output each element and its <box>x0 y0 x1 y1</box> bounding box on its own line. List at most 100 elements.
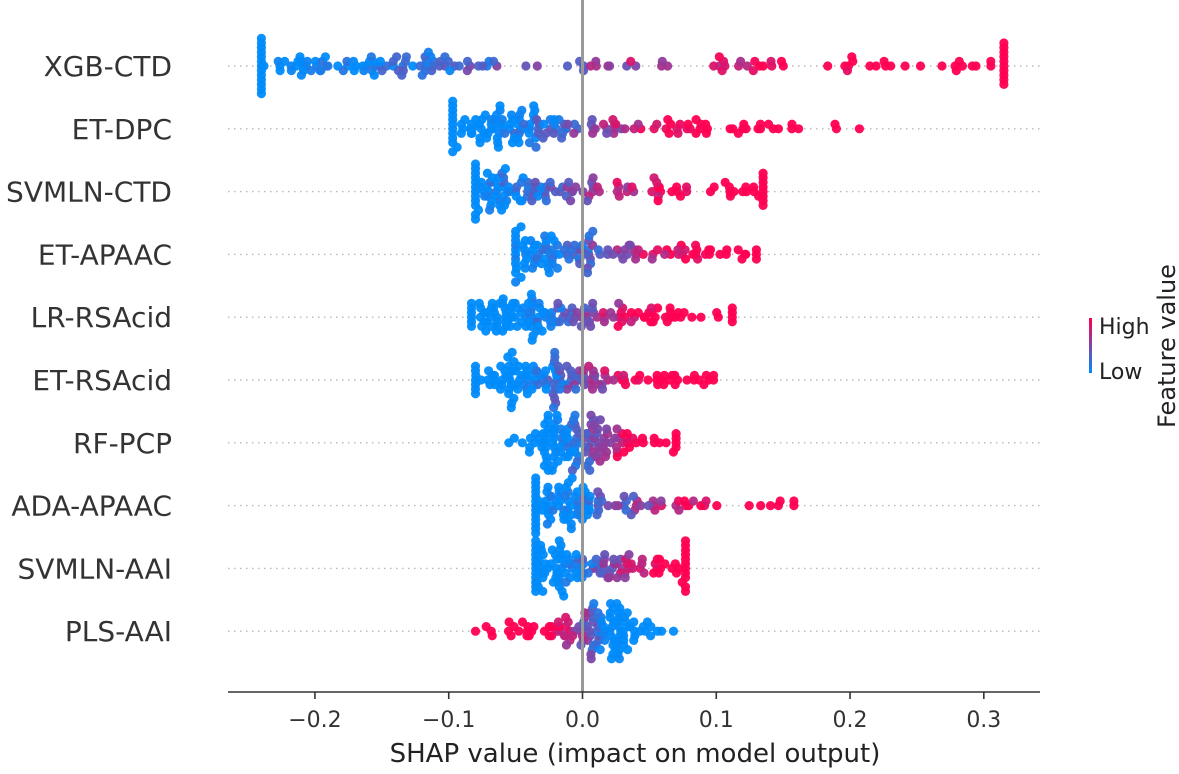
shap-point <box>592 182 603 192</box>
shap-point <box>593 608 603 618</box>
shap-point <box>597 384 608 394</box>
shap-point <box>462 56 473 66</box>
shap-point <box>696 312 706 322</box>
shap-point <box>915 61 926 71</box>
shap-point <box>971 61 981 71</box>
x-tick-label: −0.1 <box>422 708 475 733</box>
shap-point <box>538 505 548 515</box>
shap-point <box>520 236 530 246</box>
x-tick-label: 0.2 <box>833 708 868 733</box>
shap-point <box>514 361 524 371</box>
feature-label: ADA-APAAC <box>11 490 172 523</box>
shap-point <box>794 124 804 134</box>
shap-point <box>626 317 636 327</box>
shap-point <box>392 52 402 62</box>
shap-point <box>744 501 754 511</box>
shap-point <box>423 47 433 57</box>
shap-point <box>513 384 523 394</box>
shap-point <box>649 433 659 443</box>
shap-point <box>567 465 578 475</box>
shap-point <box>569 128 579 138</box>
shap-point <box>530 177 540 187</box>
feature-rows: XGB-CTD ET-DPC SVMLN-CTD ET-APAAC LR-RSAcid E… <box>6 50 1040 648</box>
shap-point <box>624 550 634 560</box>
shap-point <box>588 298 598 308</box>
shap-point <box>523 298 534 308</box>
shap-point <box>542 519 553 529</box>
shap-point <box>643 501 654 511</box>
shap-point <box>691 128 701 138</box>
shap-point <box>532 240 542 250</box>
shap-point <box>620 380 631 390</box>
shap-point <box>323 61 333 71</box>
shap-point <box>559 591 569 601</box>
shap-point <box>482 133 492 143</box>
shap-point <box>587 384 598 394</box>
shap-point <box>556 424 566 434</box>
shap-point <box>342 56 352 66</box>
shap-point <box>614 654 625 664</box>
shap-point <box>688 496 699 506</box>
shap-point <box>603 501 613 511</box>
shap-point <box>720 177 730 187</box>
shap-point <box>593 487 603 497</box>
shap-point <box>664 128 674 138</box>
shap-point <box>687 312 697 322</box>
shap-point <box>512 321 522 331</box>
shap-point <box>320 52 330 62</box>
shap-point <box>538 429 548 439</box>
shap-point <box>582 268 593 278</box>
shap-point <box>540 568 550 578</box>
shap-point <box>765 501 776 511</box>
shap-point <box>589 599 599 609</box>
shap-point <box>544 268 554 278</box>
shap-point <box>595 645 605 655</box>
shap-point <box>462 66 472 76</box>
shap-point <box>609 128 619 138</box>
shap-point <box>629 124 639 134</box>
feature-label: ET-DPC <box>72 113 172 146</box>
feature-label: SVMLN-CTD <box>6 176 172 209</box>
shap-point <box>999 79 1009 89</box>
shap-point <box>526 289 537 299</box>
shap-point <box>612 452 622 462</box>
shap-point <box>508 298 518 308</box>
shap-point <box>612 573 622 583</box>
shap-point <box>619 447 629 457</box>
shap-point <box>571 550 581 560</box>
shap-point <box>544 631 554 641</box>
shap-point <box>673 128 683 138</box>
shap-point <box>515 196 525 206</box>
shap-point <box>514 626 524 636</box>
shap-point <box>597 496 607 506</box>
shap-point <box>620 573 630 583</box>
shap-point <box>293 56 303 66</box>
shap-point <box>541 366 551 376</box>
shap-point <box>275 66 285 76</box>
shap-point <box>712 501 722 511</box>
shap-point <box>775 496 785 506</box>
shap-point <box>675 119 685 129</box>
shap-point <box>609 554 619 564</box>
feature-label: LR-RSAcid <box>31 301 172 334</box>
shap-point <box>286 66 296 76</box>
shap-point <box>733 245 743 255</box>
shap-point <box>466 321 477 331</box>
shap-point <box>466 298 477 308</box>
shap-point <box>569 119 580 129</box>
shap-point <box>701 128 712 138</box>
shap-point <box>552 263 563 273</box>
shap-point <box>662 317 672 327</box>
shap-point <box>653 196 663 206</box>
shap-point <box>586 321 596 331</box>
shap-point <box>280 56 290 66</box>
shap-point <box>552 410 562 420</box>
shap-point <box>534 298 544 308</box>
shap-point <box>559 631 570 641</box>
shap-point <box>586 654 596 664</box>
shap-point <box>517 617 528 627</box>
x-tick-label: 0.1 <box>699 708 734 733</box>
shap-point <box>505 321 515 331</box>
shap-point <box>647 254 657 264</box>
shap-point <box>680 586 691 597</box>
